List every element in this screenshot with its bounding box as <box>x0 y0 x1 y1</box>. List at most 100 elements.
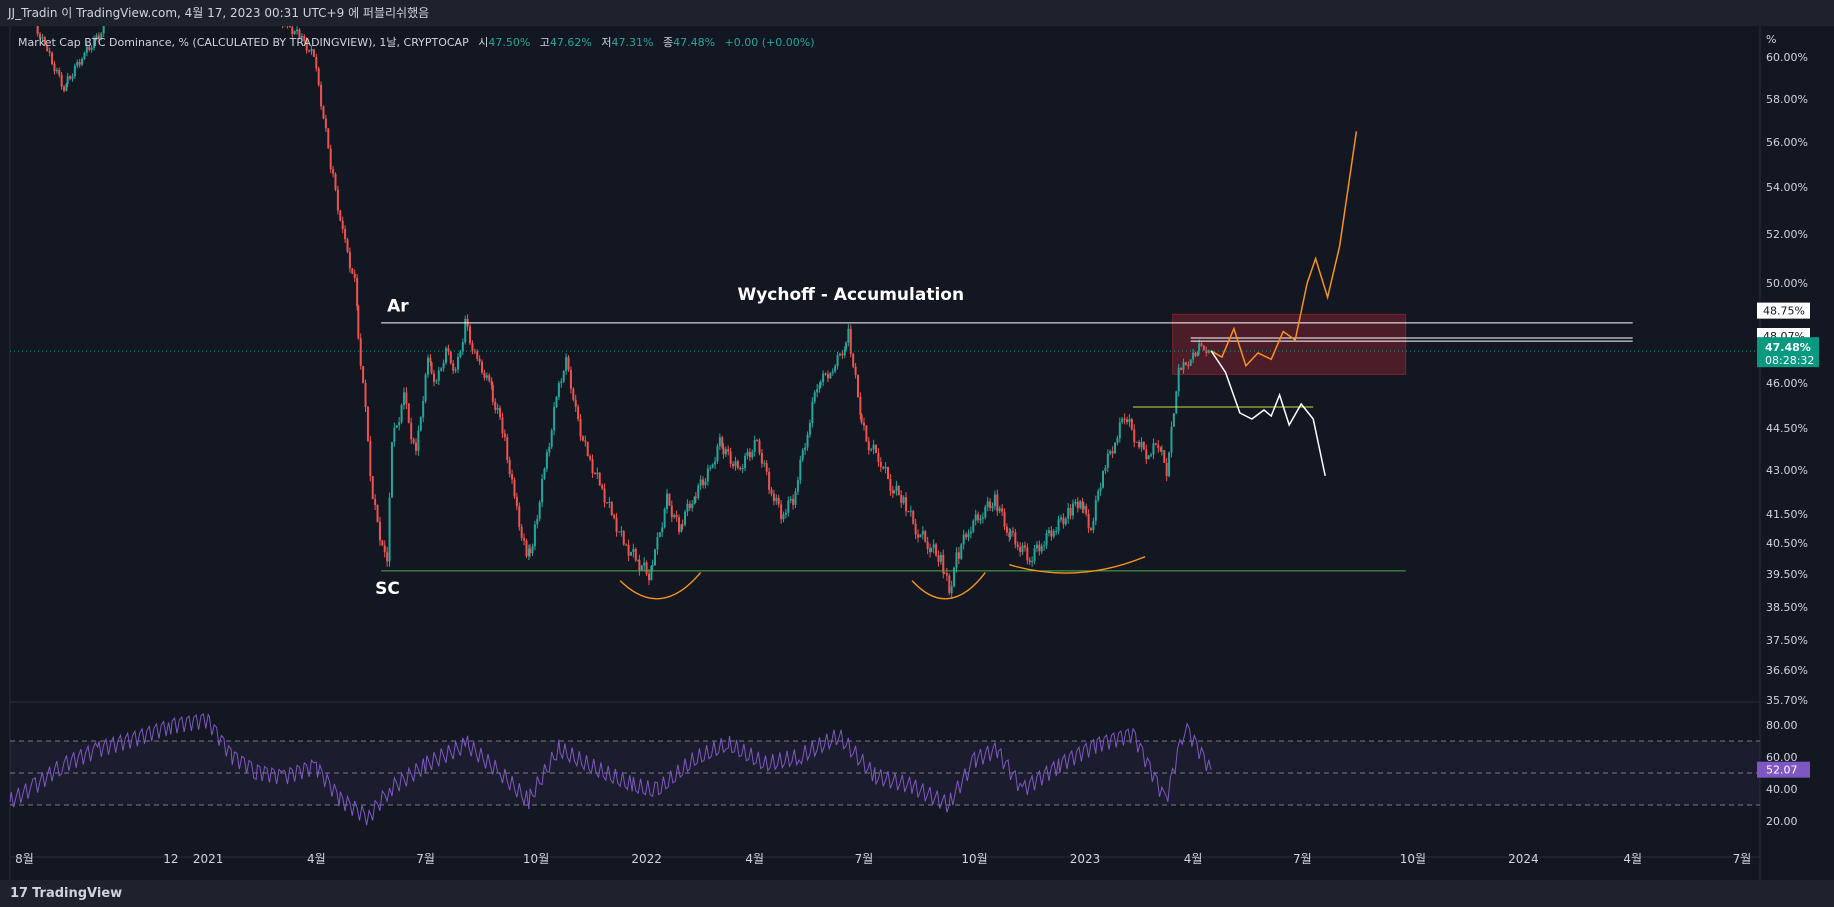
price-candle <box>907 511 910 513</box>
price-candle <box>485 375 488 378</box>
price-candle <box>598 472 601 486</box>
x-tick-label: 2024 <box>1508 852 1539 866</box>
price-candle <box>763 463 766 465</box>
chart-area[interactable]: % 60.00% 58.00% 56.00% 54.00% 52.00% 50.00% 48.… <box>0 26 1834 880</box>
y-tick-label: 52.00% <box>1766 228 1808 241</box>
price-candle <box>955 552 958 568</box>
legend-high-label: 고 <box>539 36 550 49</box>
price-candle <box>989 501 992 508</box>
spring-arc[interactable] <box>619 572 702 600</box>
price-candle <box>1064 518 1067 525</box>
price-candle <box>1194 352 1197 357</box>
price-candle <box>772 493 775 502</box>
y-tick-label: 50.00% <box>1766 277 1808 290</box>
price-candle <box>303 36 306 41</box>
price-candle <box>388 497 391 562</box>
price-candle <box>1089 528 1092 530</box>
price-candle <box>1170 426 1173 453</box>
price-candle <box>1145 449 1148 460</box>
price-candle <box>758 440 761 454</box>
price-candle <box>889 479 892 491</box>
price-candle <box>686 503 689 512</box>
y-tick-label: 44.50% <box>1766 422 1808 435</box>
rsi-value-badge <box>1757 761 1810 778</box>
price-candle <box>490 380 493 386</box>
price-candle <box>435 380 438 382</box>
price-candle <box>410 422 413 440</box>
price-candle <box>813 392 816 402</box>
price-candle <box>1033 548 1036 562</box>
price-candle <box>1104 467 1107 472</box>
price-candle <box>1055 530 1058 532</box>
price-candle <box>1165 462 1168 477</box>
price-candle <box>496 407 499 410</box>
price-candle <box>1001 508 1004 512</box>
price-candle <box>732 463 735 467</box>
price-candle <box>756 440 759 442</box>
price-candle <box>1019 546 1022 552</box>
price-candle <box>41 37 44 39</box>
x-tick-label: 7월 <box>855 852 874 866</box>
rsi-line[interactable] <box>9 712 1212 826</box>
price-candle <box>310 49 313 52</box>
price-candle <box>1175 391 1178 414</box>
price-candle <box>875 444 877 454</box>
price-candle <box>1047 530 1050 534</box>
price-candle <box>926 541 929 550</box>
spring-arc[interactable] <box>1009 556 1146 574</box>
price-candle <box>71 76 74 79</box>
legend-low: 47.31% <box>611 36 654 49</box>
price-candle <box>461 342 464 352</box>
price-candle <box>395 425 398 428</box>
price-candle <box>1102 471 1105 488</box>
price-candle <box>596 472 599 474</box>
price-candle <box>1092 520 1095 530</box>
price-candle <box>634 548 637 561</box>
price-candle <box>320 84 323 107</box>
tradingview-logo[interactable]: 17 TradingView <box>10 880 122 907</box>
price-candle <box>658 532 661 538</box>
price-candle <box>1045 533 1048 546</box>
price-candle <box>378 521 381 541</box>
price-candle <box>844 342 847 350</box>
price-candle <box>1116 438 1119 443</box>
price-candle <box>843 349 846 356</box>
bullish-projection-path[interactable] <box>1210 131 1358 368</box>
price-candle <box>1196 351 1199 357</box>
price-candle <box>822 373 825 383</box>
price-candle <box>998 508 1001 512</box>
price-candle <box>605 502 608 504</box>
price-candle <box>1043 545 1046 547</box>
price-candle <box>943 572 946 574</box>
price-candle <box>1076 501 1079 508</box>
price-candle <box>591 459 594 473</box>
price-candle <box>744 455 747 469</box>
price-candle <box>481 361 484 373</box>
price-candle <box>706 468 709 482</box>
price-candle <box>341 220 344 230</box>
price-candle <box>362 365 365 384</box>
price-candle <box>1106 453 1109 468</box>
price-candle <box>579 419 582 437</box>
price-candle <box>811 401 814 424</box>
price-candle <box>1035 544 1038 549</box>
y-tick-label: 36.60% <box>1766 664 1808 677</box>
price-candle <box>405 392 408 404</box>
price-candle <box>555 396 558 407</box>
resistance-zone[interactable] <box>1172 313 1407 375</box>
price-candle <box>734 461 737 467</box>
price-candle <box>520 527 523 538</box>
price-candle <box>525 540 528 557</box>
price-candle <box>76 61 79 66</box>
x-tick-label: 7월 <box>1733 852 1752 866</box>
price-candle <box>930 547 933 553</box>
price-candle <box>424 374 427 401</box>
price-candle <box>417 430 420 451</box>
price-candle <box>897 485 900 496</box>
price-candle <box>65 83 68 91</box>
price-candle <box>565 357 568 372</box>
price-candle <box>569 369 572 389</box>
spring-arc[interactable] <box>911 572 986 600</box>
price-candle <box>1152 443 1155 455</box>
bearish-projection-path[interactable] <box>1210 350 1326 477</box>
